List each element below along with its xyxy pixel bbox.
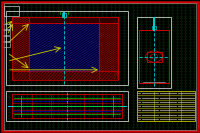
Bar bbox=[99, 23, 118, 71]
Bar bbox=[2, 36, 10, 41]
Bar bbox=[139, 30, 169, 83]
Bar bbox=[6, 91, 128, 121]
Bar bbox=[6, 11, 128, 85]
Bar bbox=[12, 17, 118, 80]
Bar bbox=[2, 24, 10, 29]
Bar bbox=[137, 17, 171, 88]
Bar bbox=[12, 17, 29, 71]
Bar bbox=[146, 52, 162, 61]
Bar bbox=[4, 6, 19, 16]
Bar bbox=[12, 94, 122, 118]
Bar bbox=[29, 23, 99, 71]
Bar bbox=[62, 13, 66, 17]
Bar bbox=[137, 91, 195, 121]
Bar bbox=[29, 17, 118, 23]
Bar bbox=[2, 42, 10, 47]
Bar bbox=[12, 71, 118, 80]
Bar bbox=[152, 26, 156, 29]
Bar bbox=[2, 30, 10, 35]
